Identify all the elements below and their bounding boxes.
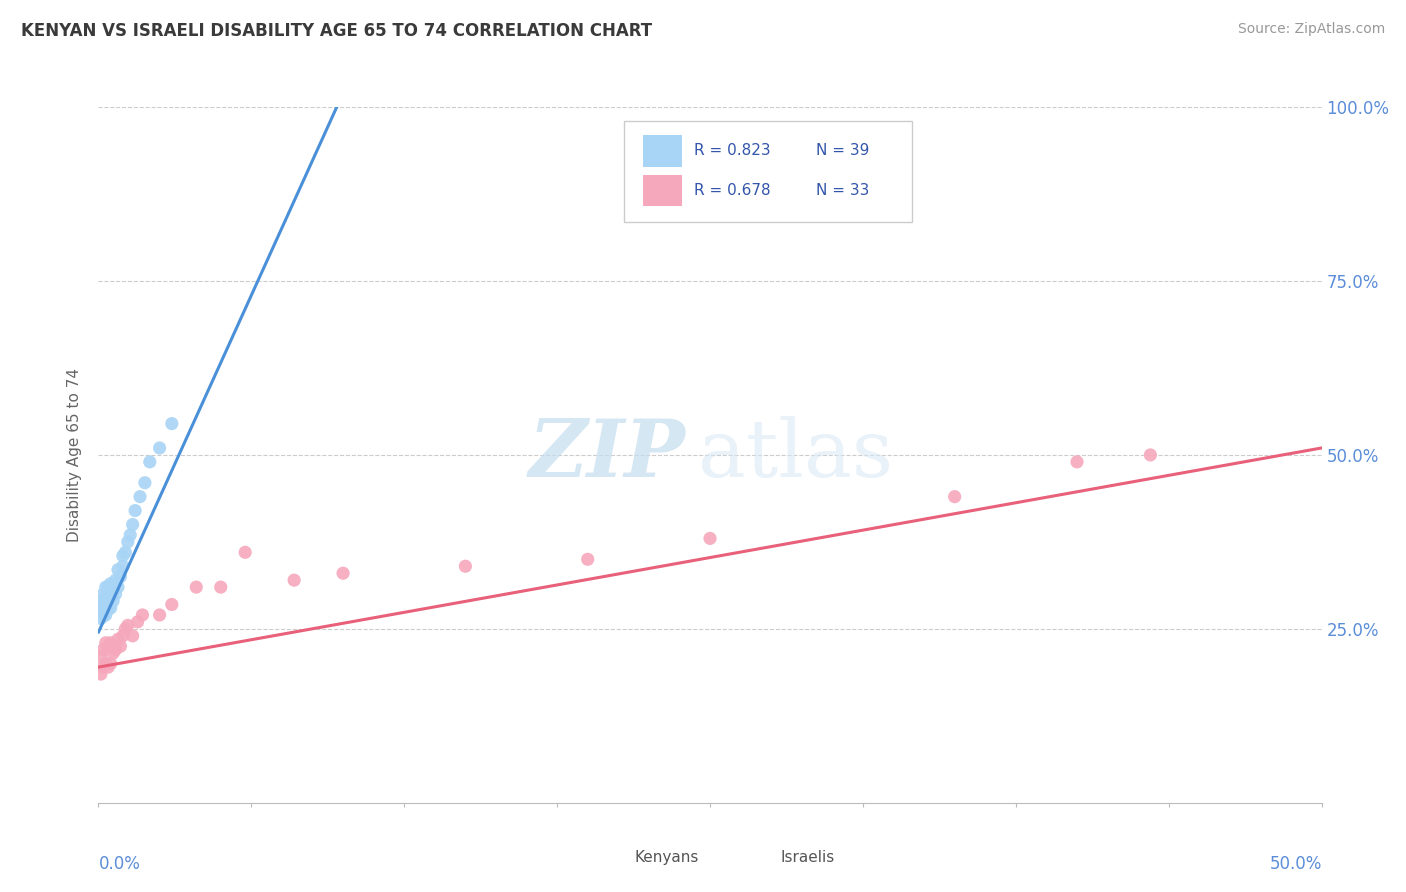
Point xyxy=(131,607,153,622)
Text: Israelis: Israelis xyxy=(780,850,835,865)
Point xyxy=(94,636,117,650)
Point xyxy=(121,629,143,643)
Point xyxy=(107,563,129,577)
Text: 50.0%: 50.0% xyxy=(1270,855,1322,873)
Point xyxy=(97,580,120,594)
Point xyxy=(332,566,354,581)
Point xyxy=(94,580,117,594)
FancyBboxPatch shape xyxy=(600,847,627,868)
Point xyxy=(97,594,120,608)
Point xyxy=(107,632,129,647)
Point xyxy=(111,629,134,643)
Point xyxy=(90,594,112,608)
Point xyxy=(104,587,127,601)
Point xyxy=(90,607,112,622)
Point xyxy=(94,599,117,614)
Point xyxy=(91,587,114,601)
Point xyxy=(114,622,136,636)
Point xyxy=(454,559,477,574)
Point xyxy=(139,455,162,469)
Point xyxy=(1066,455,1088,469)
Point xyxy=(209,580,232,594)
Point xyxy=(117,618,139,632)
Point xyxy=(94,607,117,622)
Point xyxy=(186,580,208,594)
Point xyxy=(94,591,117,605)
Point xyxy=(94,657,117,671)
Point xyxy=(124,503,146,517)
Point xyxy=(90,667,112,681)
Point xyxy=(90,598,112,612)
Point xyxy=(90,611,112,625)
Y-axis label: Disability Age 65 to 74: Disability Age 65 to 74 xyxy=(67,368,83,542)
Point xyxy=(111,549,134,563)
Point xyxy=(127,615,149,629)
Point xyxy=(104,573,127,587)
Text: atlas: atlas xyxy=(697,416,893,494)
Point xyxy=(100,601,122,615)
Point xyxy=(110,570,132,584)
Point xyxy=(90,605,112,619)
Point xyxy=(104,642,127,657)
Point xyxy=(160,417,183,431)
Point xyxy=(101,580,124,594)
Point xyxy=(1139,448,1161,462)
Point xyxy=(283,573,305,587)
Point xyxy=(576,552,599,566)
Text: N = 33: N = 33 xyxy=(817,183,870,198)
Point xyxy=(699,532,721,546)
Text: N = 39: N = 39 xyxy=(817,144,870,159)
Point xyxy=(160,598,183,612)
FancyBboxPatch shape xyxy=(643,175,682,206)
Point xyxy=(90,601,112,615)
Point xyxy=(101,594,124,608)
Text: Source: ZipAtlas.com: Source: ZipAtlas.com xyxy=(1237,22,1385,37)
Point xyxy=(149,607,172,622)
Point xyxy=(121,517,143,532)
Point xyxy=(91,595,114,609)
Text: R = 0.678: R = 0.678 xyxy=(695,183,770,198)
Point xyxy=(100,576,122,591)
Point xyxy=(90,649,112,664)
Point xyxy=(943,490,966,504)
Point xyxy=(97,639,120,653)
Point xyxy=(100,657,122,671)
Point xyxy=(149,441,172,455)
Text: R = 0.823: R = 0.823 xyxy=(695,144,770,159)
Point xyxy=(91,660,114,674)
FancyBboxPatch shape xyxy=(643,136,682,167)
Point xyxy=(111,559,134,574)
Text: 0.0%: 0.0% xyxy=(98,855,141,873)
Point xyxy=(91,609,114,624)
Point xyxy=(91,602,114,616)
Text: ZIP: ZIP xyxy=(529,417,686,493)
Point xyxy=(97,660,120,674)
FancyBboxPatch shape xyxy=(747,847,773,868)
Point xyxy=(91,642,114,657)
Text: Kenyans: Kenyans xyxy=(634,850,699,865)
FancyBboxPatch shape xyxy=(624,121,912,222)
Point xyxy=(117,535,139,549)
Point xyxy=(233,545,256,559)
Point xyxy=(114,545,136,559)
Text: KENYAN VS ISRAELI DISABILITY AGE 65 TO 74 CORRELATION CHART: KENYAN VS ISRAELI DISABILITY AGE 65 TO 7… xyxy=(21,22,652,40)
Point xyxy=(101,646,124,660)
Point xyxy=(100,636,122,650)
Point xyxy=(107,580,129,594)
Point xyxy=(97,602,120,616)
Point xyxy=(120,528,142,542)
Point xyxy=(129,490,152,504)
Point xyxy=(100,591,122,605)
Point xyxy=(134,475,156,490)
Point xyxy=(110,639,132,653)
